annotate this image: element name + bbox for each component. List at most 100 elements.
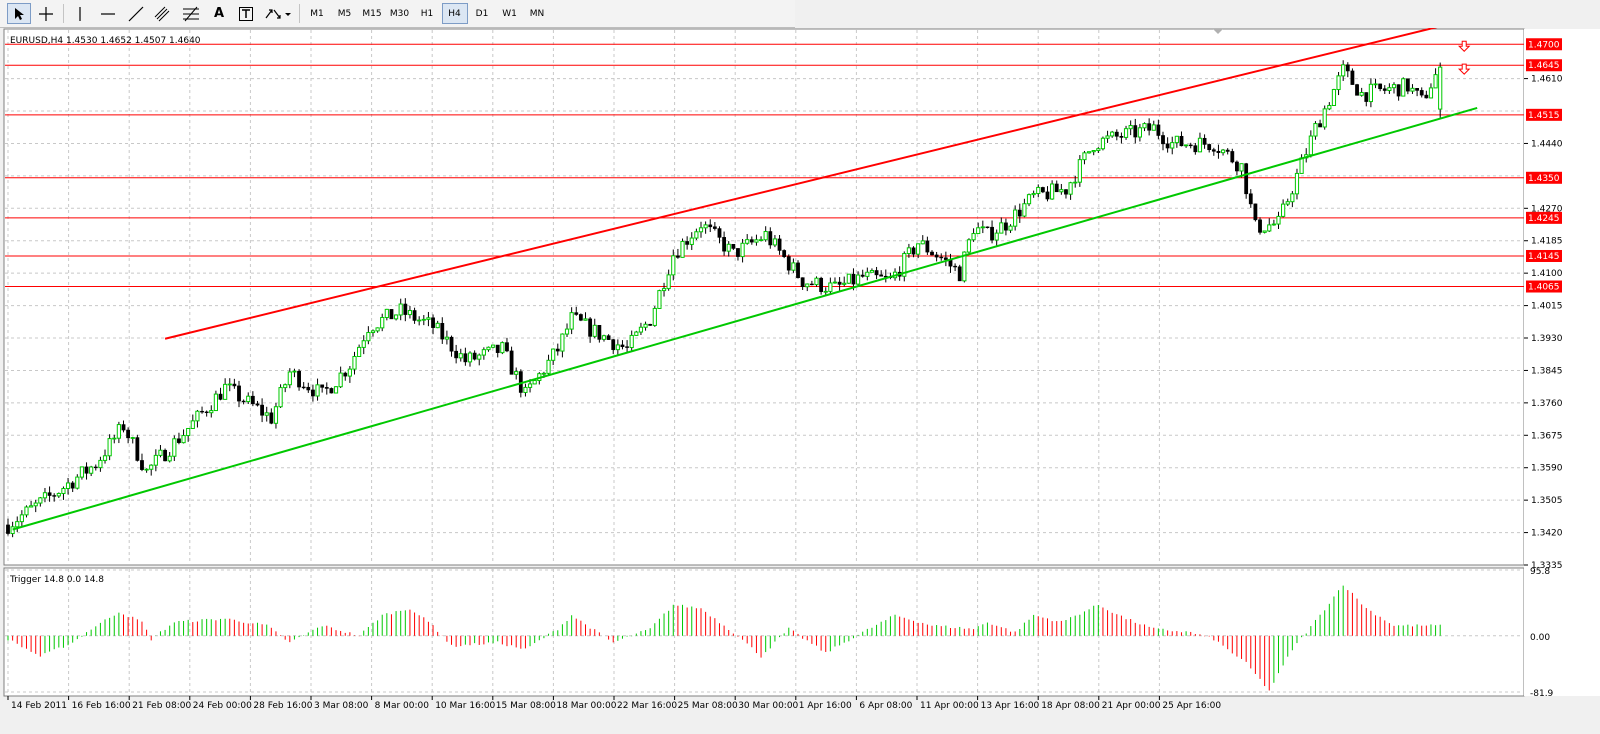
candle — [407, 305, 413, 319]
timeframe-m15[interactable]: M15 — [362, 8, 382, 19]
candle — [1248, 189, 1253, 208]
timeframe-h4[interactable]: H4 — [441, 3, 468, 24]
price-level-tag — [1526, 249, 1562, 262]
candle — [560, 333, 565, 358]
vertical-line-tool[interactable] — [68, 3, 92, 24]
candle — [865, 267, 870, 281]
candle — [934, 251, 939, 262]
candle — [333, 386, 339, 394]
candle — [657, 289, 662, 309]
timeframe-h1[interactable]: H1 — [420, 8, 434, 19]
candle — [1004, 218, 1008, 236]
candle — [1114, 129, 1119, 141]
timeframe-m1[interactable]: M1 — [310, 8, 324, 19]
time-tick-label: 22 Mar 16:00 — [617, 701, 677, 711]
candle — [384, 308, 389, 321]
candle — [1156, 119, 1161, 140]
price-chart[interactable]: 1.4700 1.4645 1.4610 1.4515 1.4440 1.4350 1.42… — [0, 23, 1600, 730]
time-tick-label: 6 Apr 08:00 — [859, 701, 912, 711]
candle — [1040, 186, 1045, 194]
candle — [966, 238, 972, 254]
timeframe-mn[interactable]: MN — [529, 8, 545, 19]
candle — [546, 354, 551, 375]
candle — [703, 221, 708, 234]
candle — [181, 429, 186, 444]
candle — [29, 500, 34, 508]
candle — [1341, 60, 1346, 81]
price-level-label: 1.4145 — [1528, 252, 1560, 262]
timeframe-m30[interactable]: M30 — [389, 8, 410, 19]
candle — [1318, 119, 1322, 128]
cursor-tool[interactable] — [7, 3, 31, 24]
candle — [204, 410, 209, 417]
price-tick-label: 1.3335 — [1531, 561, 1563, 571]
timeframe-w1[interactable]: W1 — [502, 8, 517, 19]
candle — [426, 311, 431, 327]
support-trendline[interactable] — [12, 107, 1478, 531]
candle — [819, 276, 824, 295]
candle — [551, 348, 556, 366]
candle — [343, 371, 348, 381]
candle — [712, 222, 717, 231]
candle — [89, 465, 94, 477]
candle — [1170, 136, 1175, 155]
candle — [1193, 142, 1198, 155]
candle — [980, 220, 985, 234]
candle — [102, 449, 108, 464]
candle — [454, 344, 459, 364]
candle — [1165, 137, 1170, 153]
candle — [370, 329, 376, 337]
crosshair-tool[interactable] — [34, 3, 58, 24]
candle — [467, 351, 473, 367]
candle — [592, 318, 597, 339]
candle — [971, 228, 976, 242]
timeframe-m5[interactable]: M5 — [337, 8, 352, 19]
candle — [1419, 87, 1424, 98]
candle — [1110, 130, 1115, 138]
candle — [957, 264, 962, 282]
candle — [1202, 134, 1207, 149]
candle — [823, 287, 828, 296]
candle — [578, 313, 583, 322]
vertical-line-icon — [79, 6, 81, 21]
candle — [1391, 82, 1397, 94]
candle — [417, 316, 422, 326]
price-level-label: 1.4350 — [1528, 174, 1560, 184]
chart-window[interactable]: 1.4700 1.4645 1.4610 1.4515 1.4440 1.4350 1.42… — [0, 23, 1600, 730]
candle — [726, 241, 731, 257]
candle — [121, 420, 126, 433]
candle — [195, 409, 200, 428]
candle — [1313, 121, 1318, 140]
text-label-tool[interactable] — [234, 3, 258, 24]
price-level-tag — [1526, 108, 1562, 121]
candle — [1378, 83, 1383, 92]
chart-toolbar: A M1 M5 M15 M30 H1 H4 D1 W1 MN — [0, 0, 795, 28]
indicator-grid — [5, 569, 1523, 695]
candle — [1064, 189, 1068, 199]
fibonacci-tool[interactable] — [179, 3, 203, 24]
candle — [555, 343, 560, 356]
price-level-label: 1.4515 — [1528, 111, 1560, 121]
resistance-trendline[interactable] — [164, 23, 1450, 340]
equidistant-channel-tool[interactable] — [151, 3, 175, 24]
horizontal-line-tool[interactable] — [96, 3, 120, 24]
channel-icon — [154, 6, 170, 21]
price-tick-label: 1.3845 — [1531, 366, 1563, 376]
trendline-tool[interactable] — [124, 3, 148, 24]
candle — [1216, 144, 1221, 159]
candle — [1036, 184, 1041, 198]
candle — [1331, 88, 1337, 106]
candle — [1105, 130, 1110, 143]
indicator-label: Trigger 14.8 0.0 14.8 — [9, 575, 104, 585]
candle — [675, 248, 680, 259]
text-tool[interactable]: A — [213, 6, 225, 21]
candle — [1253, 203, 1258, 222]
candle — [1428, 83, 1434, 99]
candle — [828, 277, 833, 295]
arrows-tool[interactable] — [262, 3, 294, 24]
price-tick-label: 1.4185 — [1531, 237, 1563, 247]
candle — [925, 236, 930, 255]
candle — [837, 277, 842, 291]
candle — [458, 348, 463, 362]
timeframe-d1[interactable]: D1 — [475, 8, 489, 19]
